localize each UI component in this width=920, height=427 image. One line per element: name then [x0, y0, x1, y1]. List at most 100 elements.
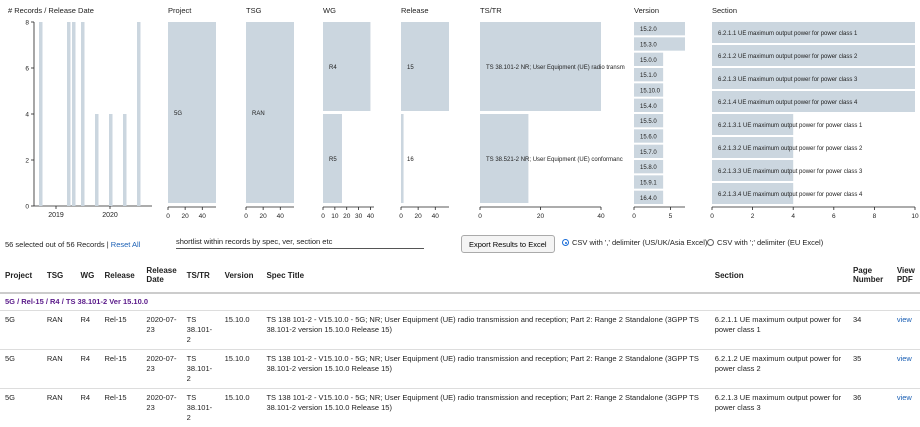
col-header-page-number[interactable]: Page Number — [848, 258, 892, 293]
tstr-facet-row[interactable]: TS 38.101-2 NR; User Equipment (UE) radi… — [480, 22, 625, 111]
date-chart-title: # Records / Release Date — [8, 6, 94, 15]
wg-chart-title: WG — [323, 6, 336, 15]
col-header-release-date[interactable]: Release Date — [141, 258, 181, 293]
project-x-tick-label: 40 — [199, 213, 207, 220]
release-facet-row[interactable]: 15 — [401, 22, 449, 111]
date-y-tick-label: 4 — [25, 112, 29, 119]
version-facet-row[interactable]: 15.10.0 — [634, 83, 663, 96]
version-bar-label: 15.8.0 — [640, 165, 657, 171]
version-bar-label: 15.3.0 — [640, 43, 657, 49]
version-facet-row[interactable]: 15.2.0 — [634, 22, 685, 35]
col-header-release[interactable]: Release — [100, 258, 142, 293]
version-facet-row[interactable]: 15.9.1 — [634, 175, 663, 188]
version-facet-row[interactable]: 15.7.0 — [634, 145, 663, 158]
project-facet-row[interactable]: 5G — [168, 22, 216, 203]
section-bar-label: 6.2.1.1 UE maximum output power for powe… — [718, 31, 858, 37]
tstr-bar-label: TS 38.521-2 NR; User Equipment (UE) conf… — [486, 157, 623, 163]
tstr-bar-label: TS 38.101-2 NR; User Equipment (UE) radi… — [486, 65, 625, 71]
release-x-tick-label: 40 — [432, 213, 440, 220]
date-bar[interactable] — [123, 114, 127, 206]
csv-eu-option[interactable]: CSV with ';' delimiter (EU Excel) — [707, 238, 823, 247]
version-facet-row[interactable]: 15.6.0 — [634, 129, 663, 142]
filter-input[interactable] — [176, 234, 424, 249]
section-bar-label: 6.2.1.4 UE maximum output power for powe… — [718, 100, 858, 106]
cell-tstr: TS 38.101-2 — [182, 311, 220, 350]
cell-tstr: TS 38.101-2 — [182, 389, 220, 427]
cell-page: 35 — [848, 350, 892, 389]
version-bar-label: 15.10.0 — [640, 89, 661, 95]
col-header-project[interactable]: Project — [0, 258, 42, 293]
release-bar[interactable] — [401, 114, 404, 203]
version-bar-label: 15.9.1 — [640, 181, 657, 187]
reset-all-link[interactable]: Reset All — [111, 240, 141, 249]
csv-us-option[interactable]: CSV with ',' delimiter (US/UK/Asia Excel… — [562, 238, 707, 247]
cell-page: 36 — [848, 389, 892, 427]
view-pdf-link[interactable]: view — [897, 315, 912, 324]
date-y-tick-label: 2 — [25, 158, 29, 165]
section-facet-row[interactable]: 6.2.1.2 UE maximum output power for powe… — [712, 45, 915, 66]
version-facet-row[interactable]: 15.1.0 — [634, 68, 663, 81]
date-bar[interactable] — [67, 22, 71, 206]
date-bar[interactable] — [95, 114, 99, 206]
wg-x-tick-label: 40 — [367, 213, 375, 220]
version-facet-row[interactable]: 15.0.0 — [634, 53, 663, 66]
section-x-tick-label: 0 — [710, 213, 714, 220]
col-header-tstr[interactable]: TS/TR — [182, 258, 220, 293]
section-facet-row[interactable]: 6.2.1.3.2 UE maximum output power for po… — [712, 137, 863, 158]
version-x-tick-label: 0 — [632, 213, 636, 220]
cell-project: 5G — [0, 389, 42, 427]
export-button[interactable]: Export Results to Excel — [461, 235, 555, 253]
col-header-section[interactable]: Section — [710, 258, 848, 293]
wg-bar-label: R4 — [329, 65, 337, 71]
release-bar-label: 16 — [407, 157, 414, 163]
section-bar-label: 6.2.1.2 UE maximum output power for powe… — [718, 54, 858, 60]
tstr-facet-row[interactable]: TS 38.521-2 NR; User Equipment (UE) conf… — [480, 114, 623, 203]
date-bar[interactable] — [39, 22, 43, 206]
version-bar-label: 15.1.0 — [640, 73, 657, 79]
version-facet-row[interactable]: 15.8.0 — [634, 160, 663, 173]
wg-facet-row[interactable]: R5 — [323, 114, 342, 203]
version-bar-label: 15.6.0 — [640, 135, 657, 141]
cell-project: 5G — [0, 311, 42, 350]
col-header-wg[interactable]: WG — [76, 258, 100, 293]
wg-facet-row[interactable]: R4 — [323, 22, 370, 111]
date-bar[interactable] — [72, 22, 76, 206]
col-header-tsg[interactable]: TSG — [42, 258, 76, 293]
version-facet-row[interactable]: 15.3.0 — [634, 37, 685, 50]
tsg-chart-title: TSG — [246, 6, 262, 15]
cell-version: 15.10.0 — [220, 350, 262, 389]
section-facet-row[interactable]: 6.2.1.1 UE maximum output power for powe… — [712, 22, 915, 43]
section-facet-row[interactable]: 6.2.1.3.4 UE maximum output power for po… — [712, 183, 863, 204]
date-bar[interactable] — [81, 22, 85, 206]
col-header-spec-title[interactable]: Spec Title — [261, 258, 709, 293]
wg-x-tick-label: 10 — [331, 213, 339, 220]
date-bar[interactable] — [137, 22, 141, 206]
section-facet-row[interactable]: 6.2.1.4 UE maximum output power for powe… — [712, 91, 915, 112]
version-facet-row[interactable]: 15.4.0 — [634, 99, 663, 112]
col-header-view-pdf[interactable]: View PDF — [892, 258, 920, 293]
cell-release-date: 2020-07-23 — [141, 389, 181, 427]
version-facet-row[interactable]: 15.5.0 — [634, 114, 663, 127]
wg-x-tick-label: 0 — [321, 213, 325, 220]
tsg-facet-row[interactable]: RAN — [246, 22, 294, 203]
version-facet-row[interactable]: 16.4.0 — [634, 191, 663, 204]
section-facet-row[interactable]: 6.2.1.3.1 UE maximum output power for po… — [712, 114, 863, 135]
section-chart-title: Section — [712, 6, 737, 15]
view-pdf-link[interactable]: view — [897, 354, 912, 363]
release-facet-row[interactable]: 16 — [401, 114, 414, 203]
version-x-tick-label: 5 — [669, 213, 673, 220]
cell-spec-title: TS 138 101-2 - V15.10.0 - 5G; NR; User E… — [261, 350, 709, 389]
radio-selected-icon[interactable] — [562, 239, 569, 246]
view-pdf-link[interactable]: view — [897, 393, 912, 402]
section-facet-row[interactable]: 6.2.1.3 UE maximum output power for powe… — [712, 68, 915, 89]
col-header-version[interactable]: Version — [220, 258, 262, 293]
radio-unselected-icon[interactable] — [707, 239, 714, 246]
section-bar-label: 6.2.1.3.1 UE maximum output power for po… — [718, 123, 863, 129]
release-x-tick-label: 0 — [399, 213, 403, 220]
section-bar-label: 6.2.1.3.2 UE maximum output power for po… — [718, 146, 863, 152]
wg-x-tick-label: 20 — [343, 213, 351, 220]
section-facet-row[interactable]: 6.2.1.3.3 UE maximum output power for po… — [712, 160, 863, 181]
date-x-tick-label: 2020 — [102, 212, 118, 219]
section-x-tick-label: 10 — [911, 213, 919, 220]
date-bar[interactable] — [109, 114, 113, 206]
